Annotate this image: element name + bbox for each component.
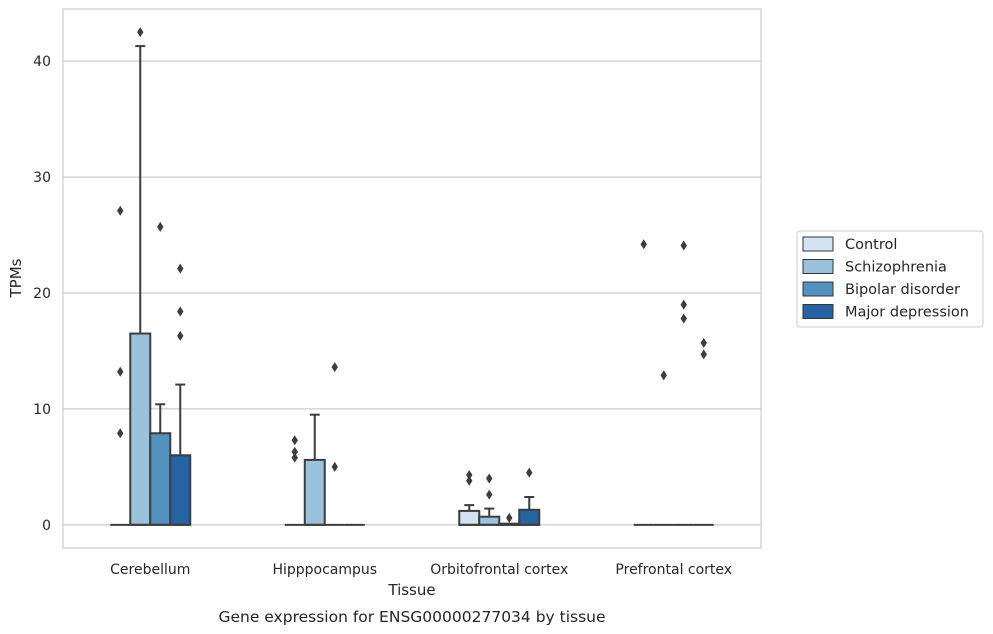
y-tick-label: 40	[33, 54, 51, 70]
legend-label: Major depression	[845, 305, 969, 321]
outlier-point	[700, 337, 707, 348]
outlier-point	[291, 435, 298, 446]
box-iqr	[478, 515, 501, 526]
outlier-point	[486, 489, 493, 500]
y-axis-ticks: 0 10 20 30 40	[33, 54, 51, 534]
outlier-point	[526, 467, 533, 478]
legend-swatch	[802, 259, 834, 274]
outlier-point	[117, 205, 124, 216]
outlier-point	[291, 446, 298, 457]
legend: Control Schizophrenia Bipolar disorder Majo…	[796, 230, 984, 328]
x-tick-label: Orbitofrontal cortex	[430, 562, 568, 578]
x-axis-ticks: Cerebellum Hipppocampus Orbitofrontal cort…	[110, 562, 732, 578]
y-axis-label: TPMs	[7, 258, 25, 298]
chart-caption: Gene expression for ENSG00000277034 by t…	[218, 608, 605, 626]
legend-swatch	[802, 236, 834, 252]
outlier-point	[680, 240, 687, 251]
outlier-point	[680, 299, 687, 310]
outlier-point	[466, 475, 473, 486]
legend-swatch	[802, 304, 834, 319]
y-tick-label: 30	[33, 170, 51, 186]
box-iqr	[303, 458, 326, 526]
outlier-point	[486, 473, 493, 484]
outlier-point	[157, 221, 164, 232]
outlier-point	[137, 27, 144, 38]
outlier-point	[291, 452, 298, 463]
outlier-point	[177, 263, 184, 274]
box-iqr	[518, 508, 541, 526]
outlier-point	[700, 349, 707, 360]
x-tick-label: Hipppocampus	[272, 562, 377, 578]
outlier-point	[466, 469, 473, 480]
legend-label: Control	[845, 237, 897, 253]
outlier-point	[506, 512, 513, 523]
box-iqr	[129, 332, 152, 526]
box-marks	[110, 27, 714, 526]
plot-area-frame	[62, 8, 762, 549]
outlier-point	[660, 370, 667, 381]
outlier-point	[680, 313, 687, 324]
outlier-point	[331, 461, 338, 472]
x-axis-label: Tissue	[387, 581, 435, 599]
box-iqr	[458, 509, 481, 526]
legend-frame	[796, 230, 984, 328]
legend-label: Bipolar disorder	[845, 282, 960, 298]
y-tick-label: 0	[42, 518, 51, 534]
outlier-point	[331, 362, 338, 373]
x-tick-label: Cerebellum	[110, 562, 190, 578]
outlier-point	[640, 239, 647, 250]
box-iqr	[169, 454, 192, 526]
x-tick-label: Prefrontal cortex	[615, 562, 732, 578]
legend-swatch	[802, 281, 834, 297]
outlier-point	[117, 366, 124, 377]
y-tick-label: 10	[33, 402, 51, 418]
outlier-point	[177, 306, 184, 317]
legend-label: Schizophrenia	[845, 260, 947, 276]
box-iqr	[149, 432, 172, 526]
outlier-point	[117, 428, 124, 439]
y-tick-label: 20	[33, 286, 51, 302]
outlier-point	[177, 330, 184, 341]
